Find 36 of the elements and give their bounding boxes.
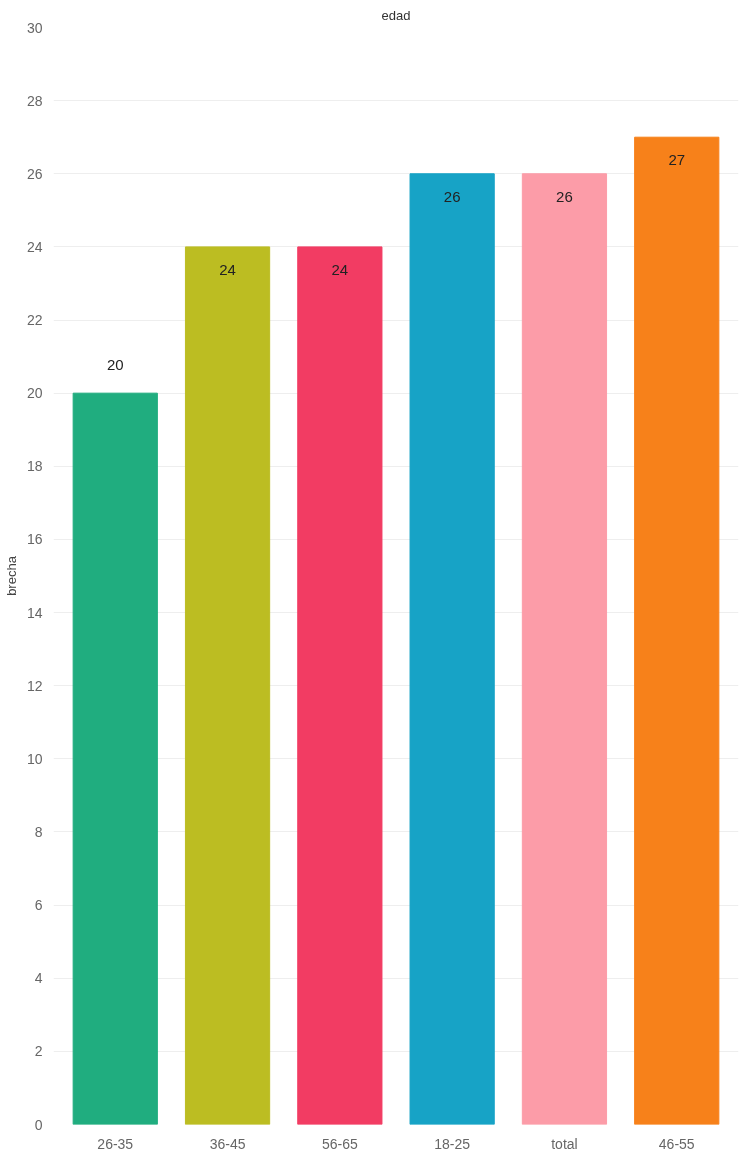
- x-tick-label: 46-55: [658, 1135, 695, 1152]
- chart-title: edad: [381, 7, 411, 23]
- x-tick-label: 18-25: [434, 1135, 471, 1152]
- y-tick-label: 8: [34, 823, 43, 840]
- y-tick-label: 28: [26, 92, 43, 109]
- bar: [409, 173, 495, 1125]
- y-tick-label: 10: [26, 750, 43, 767]
- data-label: 24: [219, 261, 236, 279]
- y-tick-label: 14: [26, 604, 43, 621]
- y-tick-label: 22: [26, 312, 43, 329]
- y-tick-label: 20: [26, 385, 43, 402]
- x-tick-label: 56-65: [321, 1135, 358, 1152]
- x-tick-label: 36-45: [209, 1135, 246, 1152]
- y-tick-label: 0: [34, 1116, 43, 1133]
- bar: [72, 392, 158, 1125]
- bar: [297, 246, 383, 1125]
- y-axis-title: brecha: [3, 555, 19, 596]
- y-tick-label: 26: [26, 165, 43, 182]
- data-label: 27: [668, 151, 686, 169]
- x-tick-label: total: [551, 1135, 578, 1152]
- data-label: 26: [443, 188, 461, 206]
- x-tick-label: 26-35: [97, 1135, 134, 1152]
- y-tick-label: 12: [26, 677, 43, 694]
- bar: [634, 136, 720, 1125]
- y-tick-label: 24: [26, 238, 43, 255]
- data-label: 24: [331, 261, 349, 279]
- y-tick-label: 16: [26, 531, 43, 548]
- y-tick-label: 30: [26, 19, 43, 36]
- data-label: 20: [106, 356, 124, 374]
- bar: [184, 246, 271, 1125]
- y-tick-label: 6: [34, 897, 43, 914]
- y-tick-label: 18: [26, 458, 43, 475]
- bar: [521, 173, 608, 1125]
- data-label: 26: [556, 188, 573, 206]
- y-tick-label: 4: [34, 970, 43, 987]
- y-tick-label: 2: [34, 1043, 43, 1060]
